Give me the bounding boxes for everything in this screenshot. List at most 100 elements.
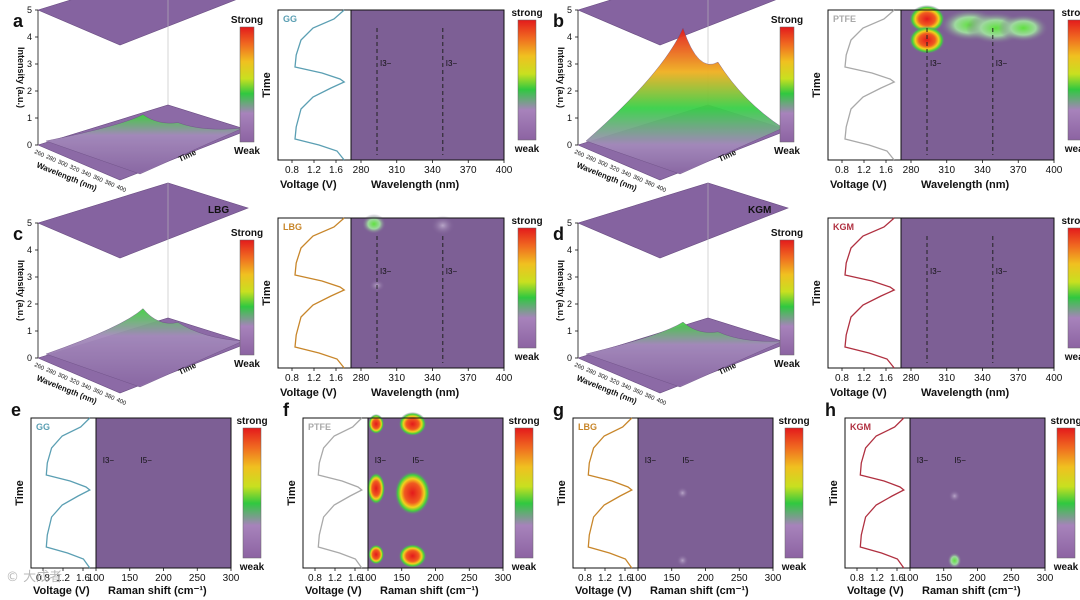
z-tick-label: 0	[27, 140, 32, 150]
wavelength-tick-label: 280	[903, 165, 920, 176]
wavelength-tick-label: 360	[632, 174, 644, 184]
colorbar-gradient	[1067, 19, 1080, 141]
voltage-tick-label: 1.2	[307, 165, 321, 176]
peak-label: I5−	[683, 456, 695, 465]
voltage-tick-label: 1.2	[857, 165, 871, 176]
wavelength-tick-label: 380	[103, 392, 115, 402]
sample-label: LBG	[283, 222, 302, 232]
wavelength-tick-label: 280	[585, 154, 597, 164]
contour-frame	[350, 217, 505, 369]
colorbar-bottom-label: Weak	[774, 146, 800, 157]
voltage-profile	[859, 417, 905, 569]
time-axis-label: Time	[261, 72, 273, 97]
colorbar-bottom-label: weak	[1053, 562, 1079, 573]
voltage-axis-label: Voltage (V)	[847, 585, 904, 597]
wavelength-tick-label: 400	[496, 373, 513, 384]
uv-colorbar: strong weak	[1061, 216, 1080, 363]
z-tick-label: 2	[567, 299, 572, 309]
raman-tick-label: 100	[630, 573, 647, 584]
voltage-curve	[317, 417, 363, 569]
voltage-axis-label: Voltage (V)	[280, 179, 337, 191]
voltage-frame	[827, 9, 902, 161]
z-tick-label: 5	[27, 218, 32, 228]
wavelength-axis-label: Wavelength (nm)	[371, 387, 460, 399]
top-plane	[577, 0, 777, 46]
colorbar-top-label: Strong	[771, 15, 803, 26]
wavelength-axis-label: Wavelength (nm)	[921, 387, 1010, 399]
voltage-tick-label: 0.8	[36, 573, 50, 584]
hotspot	[368, 414, 385, 434]
colorbar-top-label: strong	[236, 416, 267, 427]
voltage-tick-label: 1.6	[76, 573, 90, 584]
z-tick-label: 5	[567, 218, 572, 228]
uv-3d-panel-kgm: 0 1 2 3 4 5 Intensity (a.u.) 260280300320340360…	[553, 182, 789, 407]
z-tick-label: 1	[27, 326, 32, 336]
sample-label: LBG	[208, 205, 229, 216]
colorbar-bottom-label: Weak	[774, 359, 800, 370]
colorbar-bottom-label: Weak	[234, 359, 260, 370]
colorbar-gradient	[1056, 427, 1076, 559]
wavelength-tick-label: 300	[597, 372, 609, 382]
wavelength-tick-label: 280	[45, 367, 57, 377]
voltage-axis-label: Voltage (V)	[280, 387, 337, 399]
voltage-profile	[844, 9, 896, 161]
wavelength-tick-label: 310	[938, 165, 955, 176]
intensity-axis-label: Intensity (a.u.)	[16, 47, 26, 108]
raman-axis-label: Raman shift (cm⁻¹)	[650, 585, 749, 597]
watermark: © 大成者	[6, 570, 63, 585]
z-tick-label: 0	[567, 140, 572, 150]
z-tick-label: 0	[567, 353, 572, 363]
z-tick-label: 3	[27, 59, 32, 69]
colorbar-gradient	[239, 239, 255, 356]
contour-frame	[350, 9, 505, 161]
wavelength-tick-label: 340	[620, 169, 632, 179]
uv-3d-panel-gg: 0 1 2 3 4 5 Intensity (a.u.) 260280300320340360…	[13, 0, 249, 194]
z-tick-label: 5	[567, 5, 572, 15]
uv-colorbar: strong weak	[1061, 8, 1080, 155]
wavelength-tick-label: 400	[496, 165, 513, 176]
time-axis-label: Time	[811, 72, 823, 97]
colorbar-top-label: strong	[508, 416, 539, 427]
raman-tick-label: 150	[121, 573, 138, 584]
wavelength-tick-label: 320	[608, 377, 620, 387]
raman-tick-label: 100	[902, 573, 919, 584]
voltage-axis-label: Voltage (V)	[830, 387, 887, 399]
hotspot	[394, 471, 431, 515]
wavelength-tick-label: 340	[424, 165, 441, 176]
colorbar-gradient	[779, 239, 795, 356]
raman-tick-label: 300	[495, 573, 512, 584]
colorbar-top-label: strong	[511, 8, 542, 19]
voltage-axis-label: Voltage (V)	[575, 585, 632, 597]
z-tick-label: 0	[27, 353, 32, 363]
peak-label: I3−	[930, 267, 942, 276]
colorbar-gradient	[242, 427, 262, 559]
wavelength-tick-label: 340	[424, 373, 441, 384]
hotspot	[948, 490, 961, 502]
uv-3d-panel-lbg: 0 1 2 3 4 5 Intensity (a.u.) 260280300320340360…	[13, 182, 249, 407]
hotspot	[676, 554, 689, 567]
colorbar-bottom-label: Weak	[234, 146, 260, 157]
voltage-curve	[587, 417, 633, 569]
raman-colorbar: strong weak	[778, 416, 809, 573]
raman-tick-label: 300	[765, 573, 782, 584]
wavelength-tick-label: 310	[388, 373, 405, 384]
raman-tick-label: 300	[1037, 573, 1054, 584]
wavelength-tick-label: 370	[1010, 165, 1027, 176]
voltage-tick-label: 1.2	[598, 573, 612, 584]
wavelength-tick-label: 340	[80, 169, 92, 179]
sample-label: PTFE	[833, 14, 856, 24]
raman-tick-label: 100	[88, 573, 105, 584]
wavelength-tick-label: 360	[92, 174, 104, 184]
voltage-frame	[30, 417, 97, 569]
peak-label: I3−	[103, 456, 115, 465]
voltage-tick-label: 1.6	[890, 573, 904, 584]
wavelength-tick-label: 320	[608, 164, 620, 174]
hotspot	[909, 5, 946, 33]
panel-letter: f	[283, 400, 290, 420]
voltage-tick-label: 0.8	[578, 573, 592, 584]
wavelength-tick-label: 310	[388, 165, 405, 176]
wavelength-tick-label: 400	[1046, 373, 1063, 384]
